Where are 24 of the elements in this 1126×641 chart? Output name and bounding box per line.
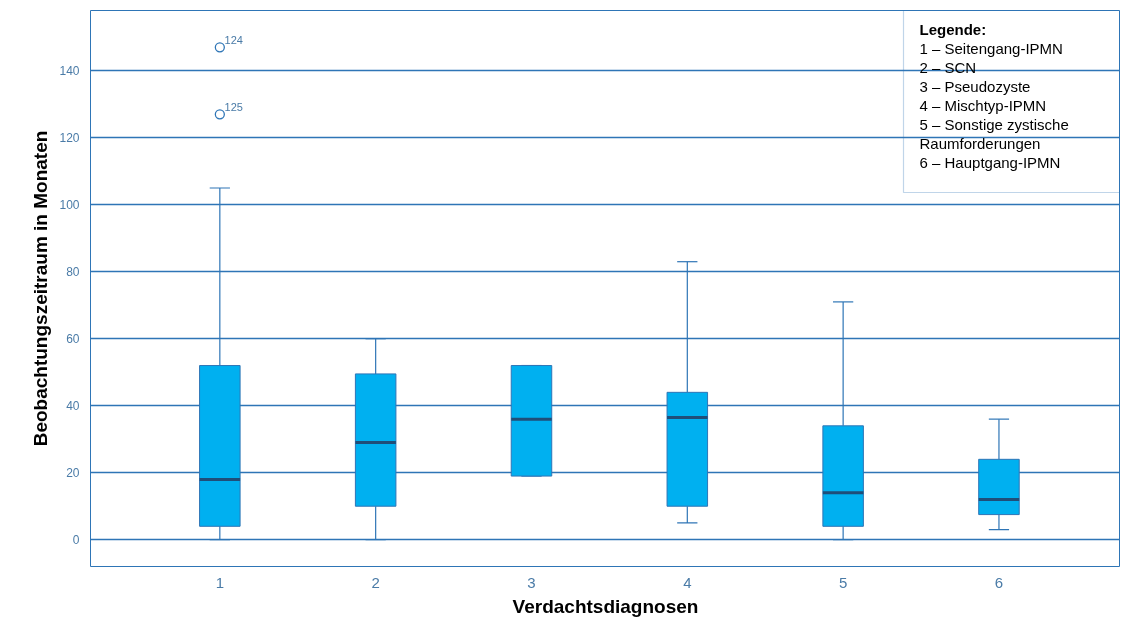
y-tick-label: 0 [72, 533, 80, 548]
annotation: 125 [224, 101, 243, 114]
x-tick-label: 4 [683, 573, 692, 591]
y-tick-label: 40 [66, 399, 80, 414]
x-tick-label: 3 [527, 573, 536, 591]
x-tick-label: 5 [838, 573, 848, 591]
annotation: 5 – Sonstige zystische Raumforderungen [919, 115, 1069, 152]
x-tick-label: 1 [215, 573, 225, 591]
annotation: 6 – Hauptgang-IPMN [919, 153, 1061, 171]
y-tick-label: 60 [66, 332, 80, 347]
x-axis-title: Verdachtsdiagnosen [512, 595, 699, 617]
annotation: Legende: [919, 20, 987, 38]
annotation: 3 – Pseudozyste [919, 77, 1031, 95]
y-tick-label: 120 [59, 131, 80, 146]
y-tick-label: 80 [66, 265, 80, 280]
y-axis-title: Beobachtungszeitraum in Monaten [30, 130, 52, 447]
x-tick-label: 2 [371, 573, 380, 591]
annotation: 4 – Mischtyp-IPMN [919, 96, 1047, 114]
annotation: 1 – Seitengang-IPMN [919, 39, 1063, 57]
x-tick-label: 6 [994, 573, 1004, 591]
y-tick-label: 140 [59, 64, 80, 79]
y-tick-label: 100 [59, 198, 80, 213]
y-tick-label: 20 [66, 466, 80, 481]
annotation: 124 [224, 34, 243, 47]
